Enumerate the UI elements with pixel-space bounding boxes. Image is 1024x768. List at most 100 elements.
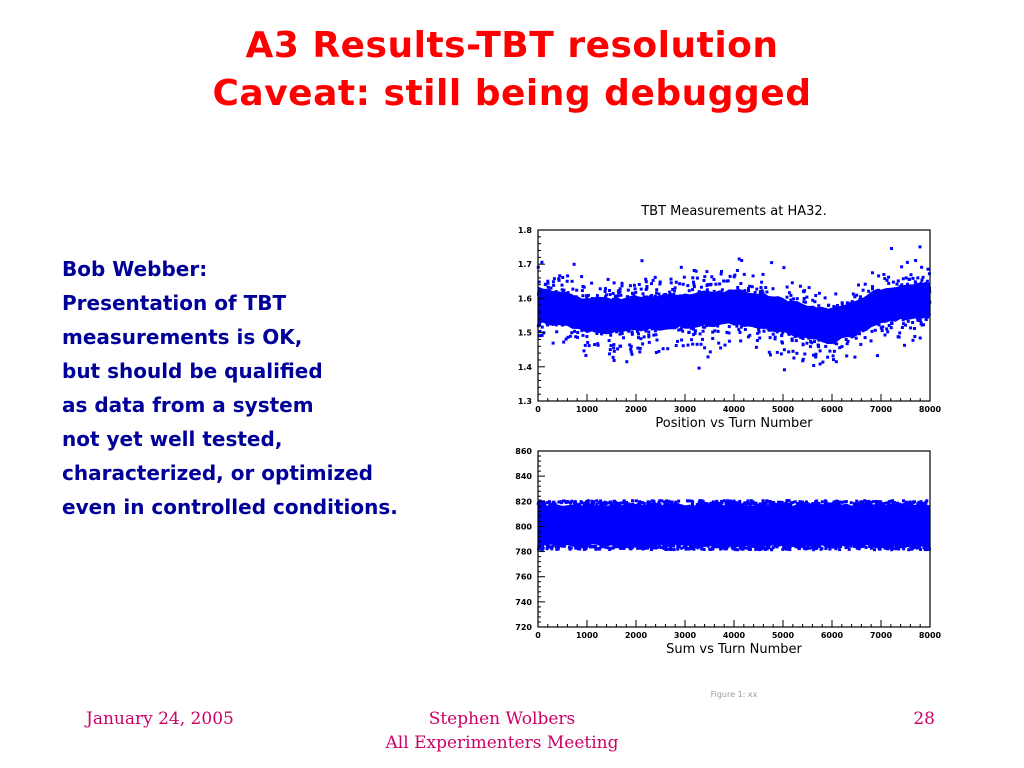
data-point: [908, 285, 912, 289]
data-point: [903, 544, 907, 548]
data-point: [786, 308, 790, 311]
data-point: [540, 325, 544, 329]
data-point: [918, 503, 922, 507]
data-point: [552, 296, 555, 300]
data-point: [733, 308, 737, 312]
data-point: [643, 546, 647, 550]
data-point: [669, 323, 673, 327]
data-point: [883, 277, 887, 281]
data-point: [772, 312, 776, 316]
x-tick-label: 1000: [576, 405, 599, 414]
data-point: [865, 315, 869, 319]
data-point: [898, 285, 902, 289]
data-point: [617, 300, 621, 304]
data-point: [628, 320, 632, 324]
data-point: [792, 311, 795, 315]
data-point: [612, 281, 616, 285]
data-point: [827, 322, 831, 326]
data-point: [836, 545, 840, 549]
data-point: [555, 330, 559, 334]
data-point: [709, 291, 713, 295]
data-point: [592, 307, 596, 310]
data-point: [652, 307, 656, 311]
data-point: [777, 319, 781, 322]
data-point: [743, 501, 747, 505]
data-point: [754, 317, 758, 321]
data-point: [832, 358, 835, 362]
x-tick-label: 3000: [674, 631, 697, 640]
data-point: [640, 546, 644, 550]
data-point: [906, 294, 910, 298]
data-point: [580, 313, 584, 317]
data-point: [552, 283, 556, 287]
x-tick-label: 4000: [723, 631, 746, 640]
data-point: [565, 279, 569, 283]
data-point: [898, 545, 902, 549]
data-point: [625, 500, 628, 504]
data-point: [662, 500, 666, 504]
data-point: [787, 332, 791, 336]
data-point: [558, 500, 562, 504]
data-point: [748, 545, 752, 549]
data-point: [924, 290, 928, 294]
data-point: [887, 281, 891, 285]
data-point: [717, 316, 721, 319]
data-point: [657, 544, 661, 548]
data-point: [742, 272, 746, 276]
data-point: [904, 323, 907, 327]
data-point: [768, 320, 772, 324]
data-point: [883, 333, 887, 337]
data-point: [767, 314, 771, 318]
data-point: [665, 304, 669, 308]
data-point: [591, 501, 595, 505]
data-point: [662, 293, 666, 297]
data-point: [911, 276, 915, 280]
data-point: [802, 322, 806, 326]
data-point: [869, 339, 873, 343]
data-point: [727, 499, 731, 503]
data-point: [776, 328, 780, 332]
data-point: [786, 502, 790, 506]
data-point: [637, 336, 640, 340]
data-point: [786, 331, 790, 335]
data-point: [641, 342, 645, 346]
data-point: [627, 318, 631, 322]
data-point: [629, 344, 633, 348]
data-point: [729, 502, 733, 505]
data-point: [852, 310, 856, 314]
data-point: [779, 352, 783, 356]
data-point: [628, 343, 632, 347]
data-point: [556, 307, 559, 311]
data-point: [580, 289, 584, 293]
x-tick-label: 5000: [772, 631, 795, 640]
data-point: [616, 544, 620, 548]
data-point: [885, 278, 889, 282]
data-point: [633, 287, 637, 291]
data-point: [754, 304, 757, 308]
data-point: [537, 501, 541, 505]
data-point: [608, 289, 611, 292]
data-point: [781, 341, 784, 345]
data-point: [753, 291, 757, 294]
data-point: [537, 280, 541, 284]
data-point: [607, 339, 611, 343]
data-point: [811, 298, 815, 302]
data-point: [555, 547, 559, 551]
data-point: [901, 545, 905, 549]
data-point: [694, 316, 698, 320]
data-point: [825, 338, 829, 342]
data-point: [596, 320, 600, 324]
data-point: [705, 296, 709, 300]
data-point: [871, 500, 875, 504]
data-point: [779, 305, 783, 309]
data-point: [784, 502, 788, 506]
data-point: [777, 306, 781, 310]
data-point: [859, 328, 862, 332]
data-point: [626, 288, 630, 292]
data-point: [554, 321, 558, 325]
data-point: [674, 344, 678, 347]
data-point: [558, 296, 562, 300]
data-point: [662, 310, 665, 314]
data-point: [863, 303, 867, 307]
data-point: [857, 547, 861, 551]
